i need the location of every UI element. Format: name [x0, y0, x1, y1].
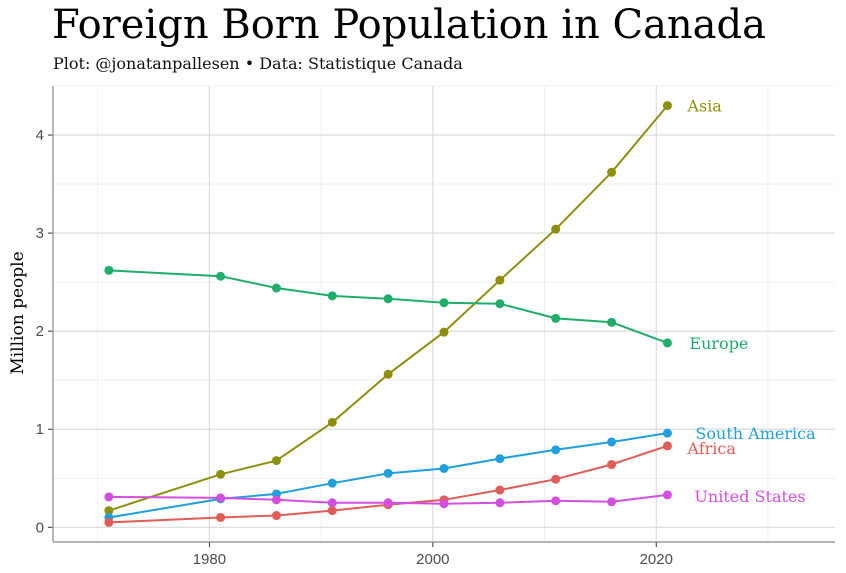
data-point-africa	[271, 511, 281, 521]
data-point-europe	[104, 265, 114, 275]
series-label-asia: Asia	[686, 97, 722, 116]
grid-lines	[53, 85, 835, 542]
series-lines	[108, 104, 669, 524]
axes: 1980 2000 2020 0 1 2 3 4	[36, 86, 835, 568]
y-tick-label: 1	[36, 421, 44, 438]
data-point-united-states	[439, 499, 449, 509]
data-point-africa	[327, 506, 337, 516]
data-point-europe	[495, 299, 505, 309]
data-point-europe	[216, 271, 226, 281]
x-tick-label: 1980	[193, 551, 226, 568]
series-line-south-america	[108, 432, 668, 519]
data-point-united-states	[607, 497, 617, 507]
data-point-europe	[607, 317, 617, 327]
series-label-south-america: South America	[695, 424, 816, 443]
data-point-asia	[551, 224, 561, 234]
chart-subtitle: Plot: @jonatanpallesen • Data: Statistiq…	[53, 54, 463, 73]
data-point-europe	[439, 298, 449, 308]
data-point-united-states	[271, 495, 281, 505]
data-point-united-states	[327, 498, 337, 508]
data-point-united-states	[216, 493, 226, 503]
y-axis-title: Million people	[8, 251, 28, 374]
data-point-europe	[662, 338, 672, 348]
data-point-europe	[271, 283, 281, 293]
data-point-asia	[216, 469, 226, 479]
data-point-south-america	[439, 463, 449, 473]
data-point-europe	[551, 313, 561, 323]
data-point-united-states	[383, 498, 393, 508]
data-point-asia	[607, 167, 617, 177]
series-label-europe: Europe	[689, 334, 748, 353]
data-point-united-states	[662, 490, 672, 500]
series-line-asia	[108, 104, 669, 512]
data-point-south-america	[495, 454, 505, 464]
data-point-africa	[495, 485, 505, 495]
series-line-africa	[108, 444, 668, 524]
y-tick-label: 3	[36, 225, 44, 242]
x-tick-label: 2020	[640, 551, 673, 568]
data-point-south-america	[607, 437, 617, 447]
data-point-africa	[607, 460, 617, 470]
y-tick-label: 4	[36, 127, 44, 144]
x-tick-label: 2000	[416, 551, 449, 568]
data-point-south-america	[662, 428, 672, 438]
data-point-south-america	[327, 478, 337, 488]
data-point-africa	[662, 441, 672, 451]
data-point-united-states	[551, 496, 561, 506]
y-tick-label: 2	[36, 323, 44, 340]
data-point-africa	[104, 517, 114, 527]
data-point-asia	[662, 101, 672, 111]
data-point-asia	[439, 327, 449, 337]
data-point-south-america	[383, 468, 393, 478]
data-point-africa	[551, 474, 561, 484]
series-label-united-states: United States	[694, 487, 805, 506]
data-point-asia	[271, 456, 281, 466]
data-point-africa	[216, 512, 226, 522]
series-label-africa: Africa	[686, 439, 736, 458]
data-point-asia	[104, 506, 114, 516]
data-point-south-america	[551, 445, 561, 455]
data-point-asia	[327, 417, 337, 427]
series-line-europe	[108, 269, 668, 344]
data-point-europe	[383, 294, 393, 304]
series-line-united-states	[108, 493, 668, 505]
data-point-asia	[383, 369, 393, 379]
series-points	[104, 101, 672, 527]
data-point-united-states	[104, 492, 114, 502]
data-point-europe	[327, 291, 337, 301]
chart-title: Foreign Born Population in Canada	[52, 2, 766, 48]
y-tick-label: 0	[36, 519, 44, 536]
data-point-asia	[495, 275, 505, 285]
data-point-united-states	[495, 498, 505, 508]
